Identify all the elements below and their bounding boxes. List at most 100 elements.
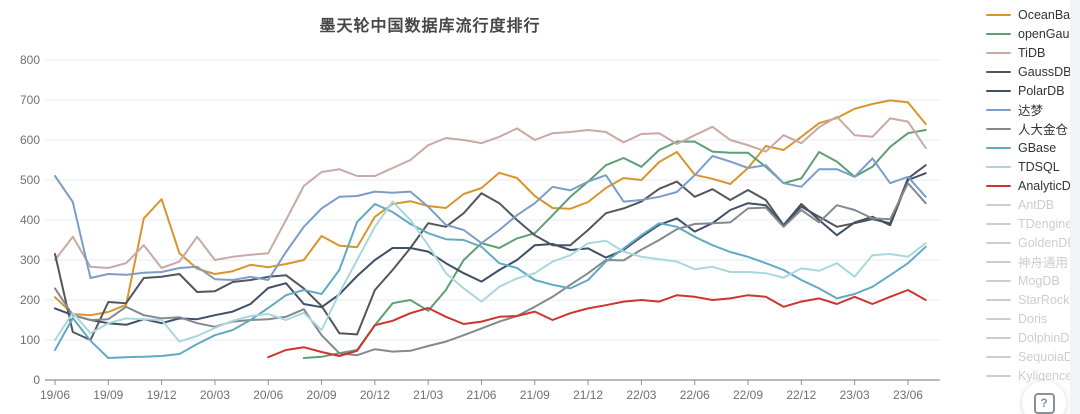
series-line-openGauss[interactable] [302, 129, 927, 359]
help-button[interactable]: ? [1022, 381, 1066, 414]
legend-line-swatch [986, 32, 1011, 35]
y-axis-tick-label: 300 [20, 253, 40, 267]
y-axis-tick-label: 0 [33, 373, 40, 387]
legend-item-GaussDB[interactable]: GaussDB [986, 62, 1080, 81]
legend-line-swatch [986, 89, 1011, 92]
legend-item-人大金仓[interactable]: 人大金仓 [986, 119, 1080, 138]
x-axis-tick-label: 20/09 [307, 388, 337, 402]
series-line-人大金仓[interactable] [54, 182, 927, 357]
x-axis-tick-label: 22/12 [786, 388, 816, 402]
legend-line-swatch [986, 355, 1011, 358]
legend-label: OceanBase [1018, 7, 1080, 22]
series-line-TiDB[interactable] [54, 115, 927, 269]
legend-item-达梦[interactable]: 达梦 [986, 100, 1080, 119]
y-axis-tick-label: 600 [20, 133, 40, 147]
legend-item-AntDB[interactable]: AntDB [986, 195, 1080, 214]
legend-line-swatch [986, 260, 1011, 263]
x-axis-tick-label: 21/12 [573, 388, 603, 402]
y-axis-tick-label: 100 [20, 333, 40, 347]
legend-item-神舟通用[interactable]: 神舟通用 [986, 252, 1080, 271]
legend-line-swatch [986, 222, 1011, 225]
x-axis-tick-label: 21/06 [466, 388, 496, 402]
legend-item-StarRocks[interactable]: StarRocks [986, 290, 1080, 309]
x-axis-tick-label: 22/06 [680, 388, 710, 402]
legend-item-TiDB[interactable]: TiDB [986, 43, 1080, 62]
chart-title: 墨天轮中国数据库流行度排行 [319, 18, 541, 35]
legend-line-swatch [986, 108, 1011, 111]
x-axis-tick-label: 20/12 [360, 388, 390, 402]
legend-label: 神舟通用 [1018, 256, 1069, 270]
legend-item-AnalyticDB[interactable]: AnalyticDB [986, 176, 1080, 195]
legend-label: openGauss [1018, 26, 1080, 41]
legend-item-GoldenDB[interactable]: GoldenDB [986, 233, 1080, 252]
legend-line-swatch [986, 203, 1011, 206]
legend-line-swatch [986, 317, 1011, 320]
x-axis-tick-label: 20/06 [253, 388, 283, 402]
legend-label: PolarDB [1018, 83, 1065, 98]
series-line-OceanBase[interactable] [54, 99, 927, 317]
boxed-question-icon: ? [1033, 392, 1055, 414]
legend-line-swatch [986, 165, 1011, 168]
x-axis-tick-label: 21/03 [413, 388, 443, 402]
y-axis-tick-label: 400 [20, 213, 40, 227]
legend-label: Doris [1018, 311, 1048, 326]
x-axis-tick-label: 19/12 [147, 388, 177, 402]
legend-item-SequoiaDB[interactable]: SequoiaDB [986, 347, 1080, 366]
y-axis-tick-label: 500 [20, 173, 40, 187]
legend-label: TDengine [1018, 216, 1073, 231]
legend-line-swatch [986, 13, 1011, 16]
legend-line-swatch [986, 127, 1011, 130]
y-axis-tick-label: 700 [20, 93, 40, 107]
legend-line-swatch [986, 184, 1011, 187]
legend-item-TDSQL[interactable]: TDSQL [986, 157, 1080, 176]
legend-label: AntDB [1018, 197, 1055, 212]
legend-label: GaussDB [1018, 64, 1072, 79]
series-line-AnalyticDB[interactable] [267, 289, 927, 359]
x-axis-tick-label: 23/03 [840, 388, 870, 402]
legend-item-openGauss[interactable]: openGauss [986, 24, 1080, 43]
legend-label: Kyligence [1018, 368, 1073, 383]
legend-line-swatch [986, 241, 1011, 244]
x-axis-tick-label: 19/06 [40, 388, 70, 402]
legend-item-MogDB[interactable]: MogDB [986, 271, 1080, 290]
y-axis-tick-label: 200 [20, 293, 40, 307]
legend-line-swatch [986, 146, 1011, 149]
x-axis-tick-label: 22/03 [626, 388, 656, 402]
series-line-达梦[interactable] [54, 155, 927, 281]
chart-legend: OceanBase openGauss TiDB GaussDB PolarDB 达梦人大… [986, 5, 1080, 385]
legend-line-swatch [986, 51, 1011, 54]
legend-label: TDSQL [1018, 159, 1060, 174]
legend-label: StarRocks [1018, 292, 1076, 307]
legend-item-DolphinDB[interactable]: DolphinDB [986, 328, 1080, 347]
legend-item-PolarDB[interactable]: PolarDB [986, 81, 1080, 100]
line-chart-plot[interactable]: 0 100 200 300 400 500 600 700 800 19/06 19/09 19/12… [0, 0, 970, 414]
legend-label: 达梦 [1018, 104, 1044, 118]
legend-label: 人大金仓 [1018, 123, 1069, 137]
legend-item-OceanBase[interactable]: OceanBase [986, 5, 1080, 24]
legend-label: AnalyticDB [1018, 178, 1080, 193]
legend-line-swatch [986, 336, 1011, 339]
scrollbar[interactable] [1070, 0, 1080, 414]
x-axis-tick-label: 21/09 [520, 388, 550, 402]
series-line-GBase[interactable] [54, 203, 927, 359]
legend-label: MogDB [1018, 273, 1060, 288]
x-axis-tick-label: 19/09 [93, 388, 123, 402]
legend-line-swatch [986, 374, 1011, 377]
series-line-PolarDB[interactable] [54, 172, 927, 326]
legend-line-swatch [986, 298, 1011, 301]
x-axis-tick-label: 20/03 [200, 388, 230, 402]
legend-line-swatch [986, 279, 1011, 282]
legend-label: GBase [1018, 140, 1057, 155]
y-axis-tick-label: 800 [20, 53, 40, 67]
legend-item-Kyligence[interactable]: Kyligence [986, 366, 1080, 385]
series-line-TDSQL[interactable] [54, 200, 927, 343]
legend-line-swatch [986, 70, 1011, 73]
legend-label: SequoiaDB [1018, 349, 1080, 364]
legend-item-GBase[interactable]: GBase [986, 138, 1080, 157]
x-axis-tick-label: 23/06 [893, 388, 923, 402]
legend-item-TDengine[interactable]: TDengine [986, 214, 1080, 233]
x-axis-tick-label: 22/09 [733, 388, 763, 402]
legend-item-Doris[interactable]: Doris [986, 309, 1080, 328]
legend-label: DolphinDB [1018, 330, 1078, 345]
